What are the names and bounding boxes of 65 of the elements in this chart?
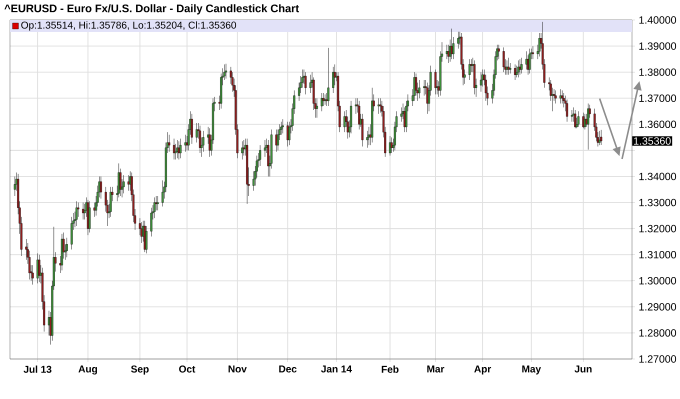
candlestick	[388, 136, 392, 156]
candlestick	[304, 72, 307, 95]
candlestick	[156, 196, 159, 211]
x-tick-label: Jul 13	[24, 366, 52, 373]
x-tick-label: May	[522, 366, 541, 374]
candlestick	[241, 141, 244, 160]
candlestick	[168, 134, 170, 152]
candlestick	[179, 138, 182, 158]
candlestick	[172, 138, 176, 160]
y-tick-label: 1.32000	[639, 224, 676, 232]
y-tick-label: 1.40000	[639, 16, 676, 24]
candlestick	[502, 47, 505, 72]
candlestick	[473, 60, 476, 95]
y-tick-label: 1.38000	[639, 68, 676, 76]
candlestick	[600, 130, 602, 146]
y-tick-label: 1.30000	[639, 277, 676, 284]
candlestick	[332, 66, 334, 94]
x-tick-label: Apr	[474, 366, 492, 374]
text: 1.35360	[634, 137, 671, 145]
annotation: Op:1.35514, Hi:1.35786, Lo:1.35204, Cl:1.35360	[21, 21, 236, 31]
x-tick-label: Jun	[574, 366, 592, 373]
y-tick-label: 1.39000	[639, 42, 676, 50]
candlestick	[350, 100, 352, 134]
y-tick-label: 1.36000	[639, 120, 676, 128]
candlestick	[378, 98, 380, 114]
x-tick-label: Feb	[382, 366, 399, 373]
candlestick	[320, 92, 323, 112]
chart-title: ^EURUSD - Euro Fx/U.S. Dollar - Daily Candlestick Chart	[4, 4, 299, 14]
candlestick	[574, 110, 576, 128]
candlestick	[379, 98, 382, 113]
candlestick	[566, 99, 568, 122]
candlestick	[434, 69, 437, 95]
x-tick-label: Oct	[179, 366, 196, 373]
y-tick-label: 1.29000	[639, 303, 676, 311]
x-tick-label: Nov	[228, 366, 247, 373]
candlestick	[259, 144, 262, 166]
candlestick	[327, 48, 330, 106]
candlestick	[77, 202, 80, 218]
x-tick-label: Dec	[279, 366, 297, 373]
candlestick	[520, 58, 523, 74]
y-tick-label: 1.28000	[639, 329, 676, 337]
y-tick-label: 1.37000	[639, 94, 676, 102]
candlestick	[25, 238, 28, 260]
candlestick	[598, 130, 601, 146]
candlestick	[88, 200, 91, 233]
x-tick-label: Sep	[131, 366, 149, 375]
candlestick	[446, 44, 448, 60]
y-tick-label: 1.34000	[639, 172, 676, 180]
candlestick	[122, 174, 125, 194]
candlestick	[509, 62, 512, 74]
candlestick	[224, 64, 228, 79]
x-tick-label: Jan 14	[321, 366, 352, 373]
candlestick	[587, 103, 590, 150]
candlestick	[528, 48, 531, 74]
y-tick-label: 1.31000	[639, 250, 676, 258]
x-tick-label: Mar	[427, 366, 444, 373]
candlestick	[198, 125, 202, 154]
y-tick-label: 1.27000	[639, 355, 676, 363]
candlestick	[66, 237, 68, 258]
x-tick-label: Aug	[78, 366, 98, 375]
candlestick	[288, 121, 290, 146]
candlestick	[517, 60, 520, 78]
candlestick	[470, 58, 472, 72]
candlestick	[480, 72, 482, 92]
y-tick-label: 1.33000	[639, 198, 676, 206]
